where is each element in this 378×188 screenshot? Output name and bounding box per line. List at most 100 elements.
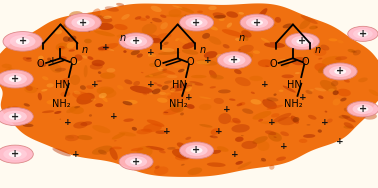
Ellipse shape xyxy=(56,42,68,51)
Text: +: + xyxy=(147,48,155,57)
Ellipse shape xyxy=(37,88,38,89)
Ellipse shape xyxy=(74,106,80,108)
Circle shape xyxy=(186,17,208,28)
Text: +: + xyxy=(253,17,261,28)
Text: +: + xyxy=(192,145,201,155)
Circle shape xyxy=(291,36,313,47)
Ellipse shape xyxy=(210,136,213,137)
Ellipse shape xyxy=(164,14,189,17)
Ellipse shape xyxy=(148,52,153,57)
Ellipse shape xyxy=(92,125,110,133)
Ellipse shape xyxy=(310,42,315,44)
Ellipse shape xyxy=(100,88,116,98)
Text: +: + xyxy=(280,142,287,151)
Circle shape xyxy=(9,151,22,157)
Ellipse shape xyxy=(209,70,217,78)
Ellipse shape xyxy=(243,35,248,41)
Text: O: O xyxy=(37,59,44,69)
Ellipse shape xyxy=(339,67,347,72)
Ellipse shape xyxy=(145,71,167,77)
Ellipse shape xyxy=(337,89,351,96)
Circle shape xyxy=(119,33,153,50)
Ellipse shape xyxy=(210,86,216,89)
Ellipse shape xyxy=(235,38,241,41)
Ellipse shape xyxy=(37,61,46,67)
Ellipse shape xyxy=(219,18,225,21)
Ellipse shape xyxy=(155,166,160,169)
Ellipse shape xyxy=(157,98,167,103)
Text: HN: HN xyxy=(54,80,70,90)
Ellipse shape xyxy=(182,42,196,49)
Ellipse shape xyxy=(299,19,311,29)
Ellipse shape xyxy=(239,49,241,51)
Ellipse shape xyxy=(209,26,218,30)
Ellipse shape xyxy=(122,101,132,105)
Circle shape xyxy=(180,142,214,159)
Ellipse shape xyxy=(65,135,74,139)
Circle shape xyxy=(191,147,203,153)
Circle shape xyxy=(217,52,251,69)
Ellipse shape xyxy=(149,63,157,67)
Ellipse shape xyxy=(186,104,195,109)
Ellipse shape xyxy=(202,33,210,39)
Ellipse shape xyxy=(143,43,150,48)
Ellipse shape xyxy=(66,106,77,113)
Ellipse shape xyxy=(280,131,289,136)
Ellipse shape xyxy=(265,65,269,67)
Ellipse shape xyxy=(309,89,314,92)
Circle shape xyxy=(240,14,274,31)
Ellipse shape xyxy=(340,98,347,102)
Ellipse shape xyxy=(9,67,20,75)
Ellipse shape xyxy=(307,124,310,125)
Text: O: O xyxy=(302,57,309,67)
Ellipse shape xyxy=(24,86,37,93)
Ellipse shape xyxy=(242,108,253,114)
Ellipse shape xyxy=(41,89,48,92)
Ellipse shape xyxy=(86,85,94,89)
Ellipse shape xyxy=(253,16,260,20)
Ellipse shape xyxy=(139,18,147,21)
Ellipse shape xyxy=(178,69,185,72)
Circle shape xyxy=(186,145,208,156)
Ellipse shape xyxy=(181,164,185,166)
Ellipse shape xyxy=(262,99,277,109)
Circle shape xyxy=(77,19,90,26)
Ellipse shape xyxy=(303,134,315,138)
Ellipse shape xyxy=(241,30,252,38)
Text: O: O xyxy=(69,57,77,67)
Text: NH₂: NH₂ xyxy=(284,99,303,109)
Ellipse shape xyxy=(344,79,350,83)
Ellipse shape xyxy=(103,16,112,19)
Text: +: + xyxy=(72,150,79,159)
Text: +: + xyxy=(11,74,19,84)
Ellipse shape xyxy=(142,24,157,35)
Ellipse shape xyxy=(218,89,231,93)
Ellipse shape xyxy=(322,56,342,65)
Ellipse shape xyxy=(320,80,337,92)
Ellipse shape xyxy=(154,166,169,175)
Ellipse shape xyxy=(273,136,277,138)
Ellipse shape xyxy=(137,41,144,44)
Ellipse shape xyxy=(141,129,150,132)
Ellipse shape xyxy=(185,137,191,140)
Ellipse shape xyxy=(155,130,167,134)
Ellipse shape xyxy=(53,148,71,156)
Ellipse shape xyxy=(167,92,184,101)
Ellipse shape xyxy=(21,111,28,113)
Circle shape xyxy=(10,35,36,48)
Ellipse shape xyxy=(60,92,70,97)
Ellipse shape xyxy=(239,12,244,15)
Ellipse shape xyxy=(241,135,244,136)
Ellipse shape xyxy=(132,127,137,131)
Ellipse shape xyxy=(182,69,188,72)
Ellipse shape xyxy=(211,150,221,154)
Ellipse shape xyxy=(200,149,205,152)
Ellipse shape xyxy=(104,47,114,51)
Ellipse shape xyxy=(273,113,291,122)
Ellipse shape xyxy=(97,23,114,30)
Ellipse shape xyxy=(150,38,162,43)
Ellipse shape xyxy=(242,22,256,29)
Ellipse shape xyxy=(130,34,138,37)
Circle shape xyxy=(0,145,33,163)
Ellipse shape xyxy=(308,115,316,120)
